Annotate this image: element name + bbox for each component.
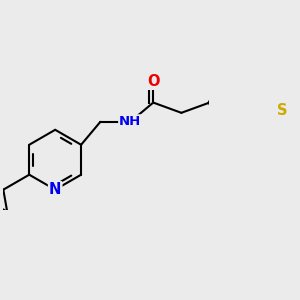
Text: N: N: [49, 182, 61, 197]
Text: O: O: [147, 74, 160, 88]
Text: NH: NH: [119, 115, 141, 128]
Text: S: S: [277, 103, 288, 118]
